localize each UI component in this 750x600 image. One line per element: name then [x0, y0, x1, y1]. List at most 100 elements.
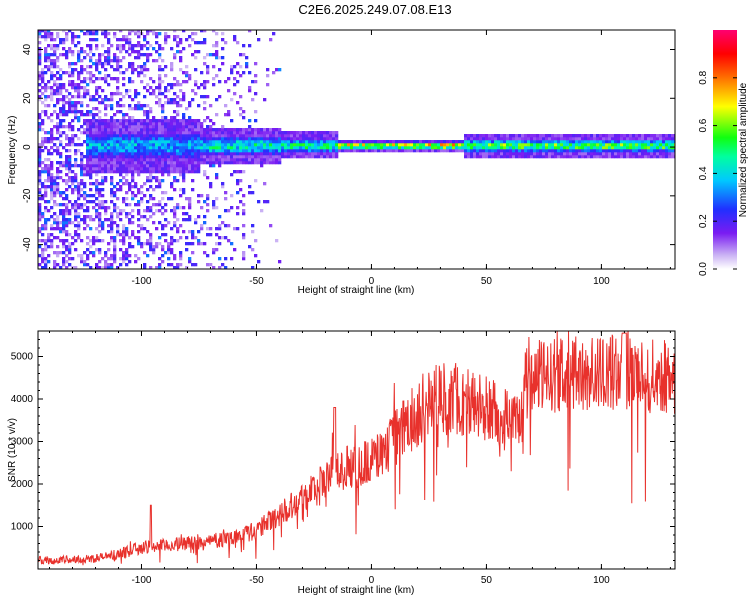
heatmap-cell — [110, 44, 114, 48]
heatmap-cell — [284, 155, 288, 159]
heatmap-cell — [44, 56, 48, 60]
heatmap-cell — [56, 137, 60, 141]
heatmap-cell — [119, 146, 123, 150]
heatmap-cell — [155, 152, 159, 156]
heatmap-cell — [539, 134, 543, 138]
heatmap-cell — [179, 158, 183, 162]
heatmap-cell — [113, 149, 117, 153]
heatmap-cell — [275, 155, 279, 159]
heatmap-cell — [137, 146, 141, 150]
heatmap-cell — [533, 146, 537, 150]
heatmap-cell — [284, 137, 288, 141]
heatmap-cell — [200, 41, 204, 45]
heatmap-cell — [308, 152, 312, 156]
heatmap-cell — [95, 248, 99, 252]
heatmap-cell — [59, 227, 63, 231]
heatmap-cell — [215, 50, 219, 54]
heatmap-cell — [305, 137, 309, 141]
heatmap-cell — [152, 251, 156, 255]
heatmap-cell — [56, 176, 60, 180]
heatmap-cell — [227, 134, 231, 138]
heatmap-cell — [83, 68, 87, 72]
heatmap-cell — [614, 134, 618, 138]
heatmap-cell — [74, 152, 78, 156]
heatmap-cell — [155, 149, 159, 153]
heatmap-cell — [620, 146, 624, 150]
heatmap-cell — [110, 59, 114, 63]
heatmap-cell — [332, 152, 336, 156]
heatmap-cell — [53, 80, 57, 84]
heatmap-cell — [74, 158, 78, 162]
heatmap-cell — [116, 80, 120, 84]
heatmap-cell — [167, 221, 171, 225]
heatmap-cell — [101, 44, 105, 48]
heatmap-cell — [65, 113, 69, 117]
heatmap-cell — [146, 59, 150, 63]
heatmap-cell — [479, 143, 483, 147]
heatmap-cell — [149, 245, 153, 249]
heatmap-cell — [179, 152, 183, 156]
heatmap-cell — [395, 140, 399, 144]
heatmap-cell — [311, 146, 315, 150]
heatmap-cell — [44, 221, 48, 225]
heatmap-cell — [317, 149, 321, 153]
heatmap-cell — [287, 140, 291, 144]
heatmap-cell — [548, 146, 552, 150]
heatmap-cell — [152, 155, 156, 159]
heatmap-cell — [215, 128, 219, 132]
heatmap-cell — [410, 140, 414, 144]
heatmap-cell — [446, 140, 450, 144]
heatmap-cell — [623, 149, 627, 153]
heatmap-cell — [191, 131, 195, 135]
heatmap-cell — [119, 218, 123, 222]
heatmap-cell — [197, 170, 201, 174]
heatmap-cell — [116, 233, 120, 237]
heatmap-cell — [146, 116, 150, 120]
heatmap-cell — [560, 152, 564, 156]
heatmap-cell — [566, 137, 570, 141]
heatmap-cell — [257, 200, 261, 204]
heatmap-cell — [269, 155, 273, 159]
heatmap-cell — [95, 128, 99, 132]
heatmap-cell — [581, 134, 585, 138]
heatmap-cell — [113, 185, 117, 189]
heatmap-cell — [239, 188, 243, 192]
heatmap-cell — [422, 146, 426, 150]
heatmap-cell — [122, 113, 126, 117]
heatmap-cell — [167, 35, 171, 39]
heatmap-cell — [104, 164, 108, 168]
heatmap-cell — [533, 134, 537, 138]
heatmap-cell — [182, 30, 186, 33]
y-tick-label: 5000 — [11, 352, 34, 363]
heatmap-cell — [167, 257, 171, 261]
heatmap-cell — [50, 197, 54, 201]
heatmap-cell — [80, 173, 84, 177]
heatmap-cell — [545, 143, 549, 147]
heatmap-cell — [122, 143, 126, 147]
heatmap-cell — [83, 191, 87, 195]
heatmap-cell — [101, 158, 105, 162]
heatmap-cell — [56, 218, 60, 222]
heatmap-cell — [158, 152, 162, 156]
heatmap-cell — [473, 134, 477, 138]
heatmap-cell — [101, 134, 105, 138]
heatmap-cell — [671, 137, 675, 141]
heatmap-cell — [203, 251, 207, 255]
heatmap-cell — [77, 188, 81, 192]
heatmap-cell — [257, 134, 261, 138]
heatmap-cell — [203, 56, 207, 60]
heatmap-cell — [119, 257, 123, 261]
heatmap-cell — [107, 257, 111, 261]
heatmap-cell — [59, 266, 63, 269]
heatmap-cell — [101, 152, 105, 156]
heatmap-cell — [200, 242, 204, 246]
heatmap-cell — [287, 131, 291, 135]
heatmap-cell — [503, 155, 507, 159]
heatmap-cell — [146, 140, 150, 144]
heatmap-cell — [38, 41, 42, 45]
heatmap-cell — [536, 149, 540, 153]
heatmap-cell — [95, 203, 99, 207]
heatmap-cell — [125, 128, 129, 132]
heatmap-cell — [158, 236, 162, 240]
heatmap-cell — [47, 218, 51, 222]
